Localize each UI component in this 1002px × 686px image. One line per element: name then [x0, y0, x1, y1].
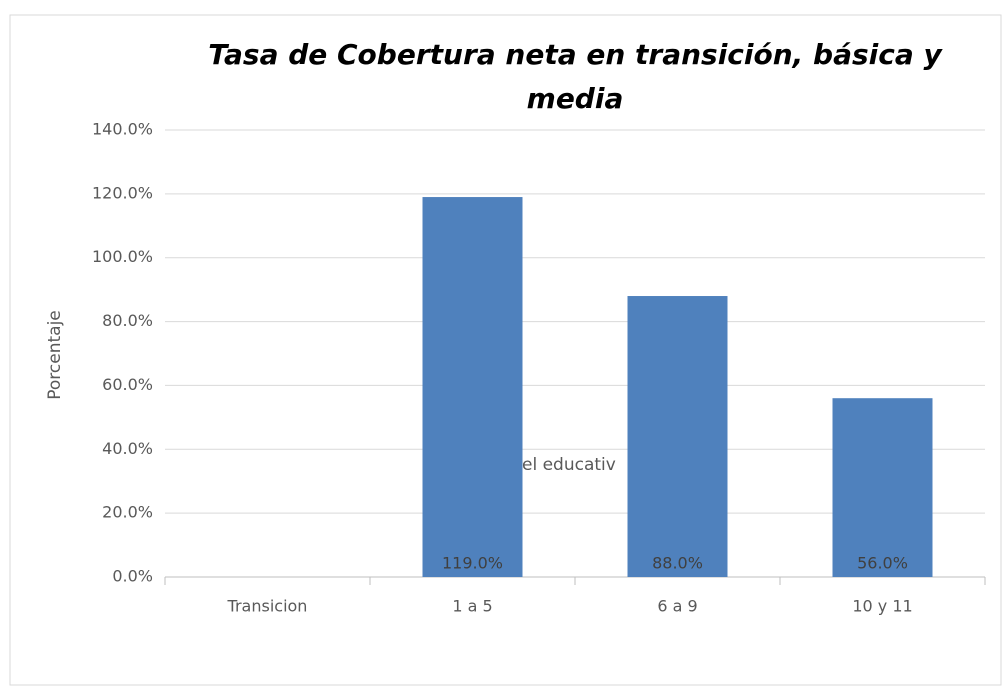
y-tick-label: 40.0%	[102, 439, 153, 458]
y-tick-label: 0.0%	[112, 567, 153, 586]
data-label: 56.0%	[857, 554, 908, 573]
bar	[832, 398, 933, 577]
y-tick-label: 120.0%	[92, 183, 153, 202]
y-tick-label: 20.0%	[102, 503, 153, 522]
bar	[422, 197, 523, 578]
y-tick-label: 80.0%	[102, 311, 153, 330]
chart-title: Tasa de Cobertura neta en transición, bá…	[208, 38, 943, 115]
annotation: el educativ	[522, 455, 616, 475]
x-tick-label: 10 y 11	[852, 597, 912, 616]
x-tick-label: 1 a 5	[452, 597, 492, 616]
x-tick-label: Transicion	[227, 597, 308, 616]
bar	[627, 296, 728, 577]
y-tick-label: 60.0%	[102, 375, 153, 394]
y-tick-label: 100.0%	[92, 247, 153, 266]
y-tick-label: 140.0%	[92, 120, 153, 139]
y-axis-title: Porcentaje	[45, 310, 65, 400]
x-tick-label: 6 a 9	[657, 597, 697, 616]
data-label: 119.0%	[442, 554, 503, 573]
data-label: 88.0%	[652, 554, 703, 573]
